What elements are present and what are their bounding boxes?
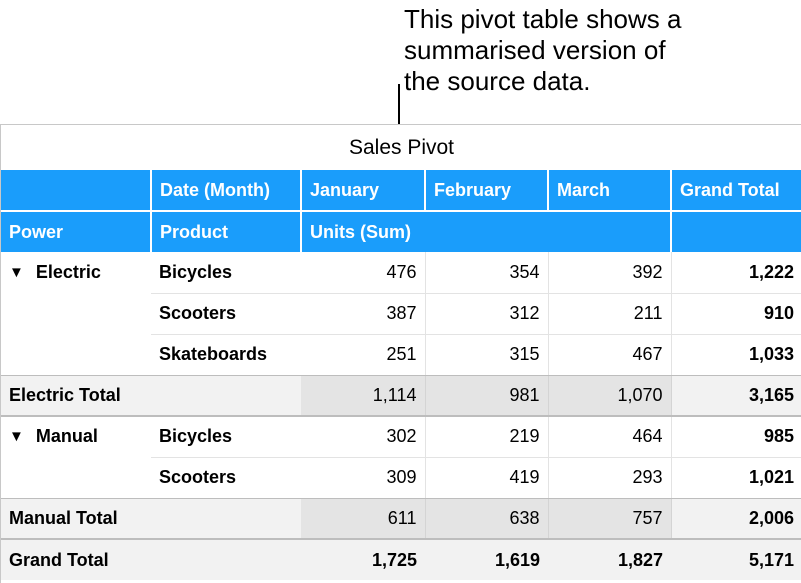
value-cell[interactable]: 312 <box>425 293 549 335</box>
product-cell[interactable]: Bicycles <box>151 252 301 294</box>
value-cell[interactable]: 219 <box>425 416 549 458</box>
group-cell-blank <box>1 293 151 335</box>
callout-line-2: summarised version of <box>404 35 666 65</box>
pivot-title[interactable]: Sales Pivot <box>348 135 455 159</box>
value-cell[interactable]: 309 <box>301 457 426 499</box>
table-row[interactable]: ▼ Electric Bicycles 476 354 392 1,222 <box>1 252 801 294</box>
table-row[interactable]: ▼ Manual Bicycles 302 219 464 985 <box>1 416 801 458</box>
header-row-fields: Power Product Units (Sum) <box>1 211 801 252</box>
group-cell-blank <box>1 457 151 499</box>
grand-total-overall[interactable]: 5,171 <box>671 539 801 580</box>
header-date-month[interactable]: Date (Month) <box>151 170 302 212</box>
grand-total-row[interactable]: Grand Total 1,725 1,619 1,827 5,171 <box>1 539 801 580</box>
group-total-cell[interactable]: 981 <box>425 375 549 417</box>
grand-total-cell[interactable]: 1,725 <box>301 539 425 580</box>
group-grand-cell[interactable]: 3,165 <box>671 375 801 417</box>
row-total-cell[interactable]: 910 <box>671 293 801 335</box>
header-blank <box>1 170 152 212</box>
group-total-cell[interactable]: 757 <box>548 498 672 540</box>
value-cell[interactable]: 464 <box>548 416 672 458</box>
callout-pointer-line <box>398 84 400 125</box>
group-total-label[interactable]: Manual Total <box>1 498 151 540</box>
grand-total-cell[interactable]: 1,619 <box>425 539 548 580</box>
group-total-row[interactable]: Electric Total 1,114 981 1,070 3,165 <box>1 375 801 417</box>
product-cell[interactable]: Scooters <box>151 293 301 335</box>
header-row-months: Date (Month) January February March Gran… <box>1 170 801 212</box>
value-cell[interactable]: 354 <box>425 252 549 294</box>
value-cell[interactable]: 315 <box>425 334 549 376</box>
pivot-table[interactable]: Sales Pivot Date (Month) January Februar… <box>0 124 801 583</box>
callout-text: This pivot table shows a summarised vers… <box>404 4 784 97</box>
group-label: Electric <box>35 261 101 282</box>
group-electric[interactable]: ▼ Electric <box>1 252 151 294</box>
group-cell-blank <box>1 334 151 376</box>
group-total-label[interactable]: Electric Total <box>1 375 151 417</box>
table-row[interactable]: Scooters 309 419 293 1,021 <box>1 457 801 499</box>
group-total-cell[interactable]: 611 <box>301 498 426 540</box>
triangle-down-icon[interactable]: ▼ <box>9 263 24 281</box>
grand-total-blank <box>151 539 301 580</box>
group-total-blank <box>151 375 301 417</box>
group-total-blank <box>151 498 301 540</box>
group-total-row[interactable]: Manual Total 611 638 757 2,006 <box>1 498 801 540</box>
value-cell[interactable]: 293 <box>548 457 672 499</box>
row-total-cell[interactable]: 1,222 <box>671 252 801 294</box>
row-total-cell[interactable]: 1,033 <box>671 334 801 376</box>
callout-line-3: the source data. <box>404 66 591 96</box>
header-january[interactable]: January <box>301 170 426 212</box>
group-total-cell[interactable]: 1,070 <box>548 375 672 417</box>
value-cell[interactable]: 251 <box>301 334 426 376</box>
value-cell[interactable]: 419 <box>425 457 549 499</box>
group-manual[interactable]: ▼ Manual <box>1 416 151 458</box>
value-cell[interactable]: 211 <box>548 293 672 335</box>
header-power[interactable]: Power <box>1 211 152 252</box>
header-blank-right <box>671 211 801 252</box>
callout-line-1: This pivot table shows a <box>404 4 682 34</box>
header-units-sum[interactable]: Units (Sum) <box>301 211 672 252</box>
group-total-cell[interactable]: 638 <box>425 498 549 540</box>
header-march[interactable]: March <box>548 170 672 212</box>
row-total-cell[interactable]: 1,021 <box>671 457 801 499</box>
product-cell[interactable]: Skateboards <box>151 334 301 376</box>
header-grand-total[interactable]: Grand Total <box>671 170 801 212</box>
value-cell[interactable]: 387 <box>301 293 426 335</box>
grand-total-cell[interactable]: 1,827 <box>548 539 671 580</box>
product-cell[interactable]: Scooters <box>151 457 301 499</box>
triangle-down-icon[interactable]: ▼ <box>9 428 24 446</box>
group-grand-cell[interactable]: 2,006 <box>671 498 801 540</box>
value-cell[interactable]: 476 <box>301 252 426 294</box>
header-product[interactable]: Product <box>151 211 302 252</box>
product-cell[interactable]: Bicycles <box>151 416 301 458</box>
pivot-grid: Date (Month) January February March Gran… <box>1 170 801 580</box>
grand-total-label[interactable]: Grand Total <box>1 539 151 580</box>
table-row[interactable]: Scooters 387 312 211 910 <box>1 293 801 335</box>
group-total-cell[interactable]: 1,114 <box>301 375 426 417</box>
value-cell[interactable]: 302 <box>301 416 426 458</box>
table-row[interactable]: Skateboards 251 315 467 1,033 <box>1 334 801 376</box>
group-label: Manual <box>35 426 98 447</box>
value-cell[interactable]: 392 <box>548 252 672 294</box>
value-cell[interactable]: 467 <box>548 334 672 376</box>
row-total-cell[interactable]: 985 <box>671 416 801 458</box>
header-february[interactable]: February <box>425 170 549 212</box>
